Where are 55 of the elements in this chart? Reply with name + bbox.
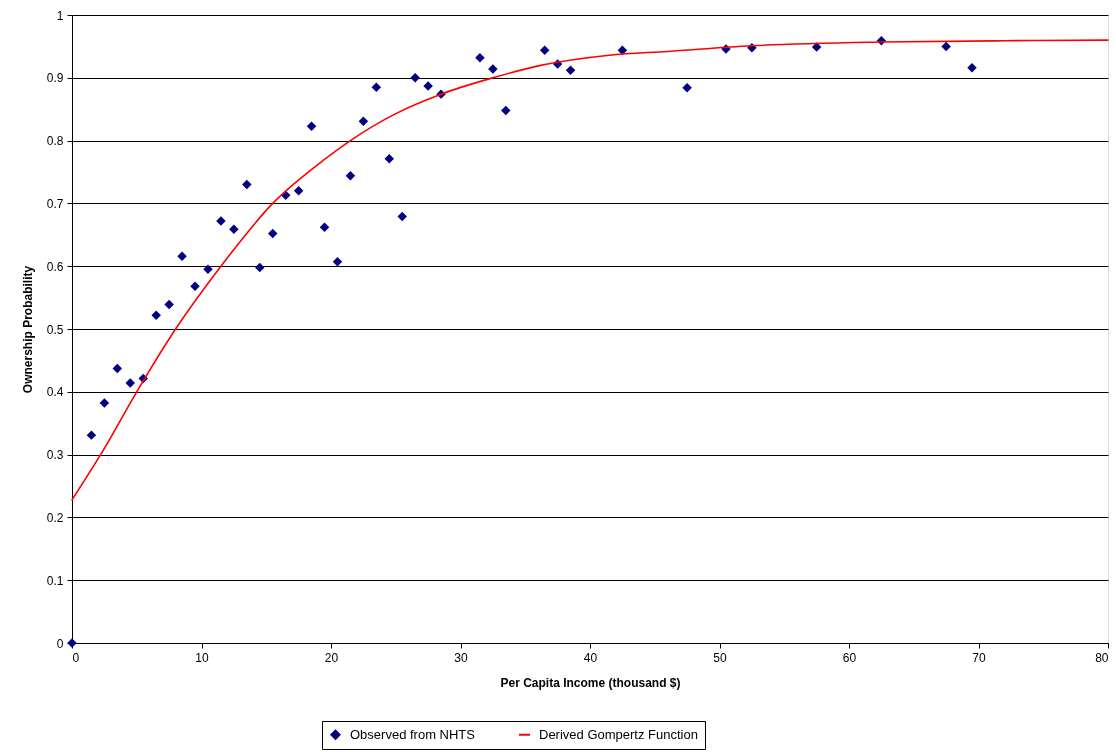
x-tick-label: 70 [972,650,986,665]
point [371,82,382,92]
y-tick-label: 0.4 [46,385,64,400]
point [565,65,576,76]
point [967,63,977,73]
y-axis-title: Ownership Probability [20,265,35,394]
x-tick-label: 10 [195,650,209,665]
y-tick-label: 0.6 [46,259,64,274]
point [306,121,317,131]
y-tick-label: 0.8 [46,134,64,149]
x-tick-label: 0 [72,650,80,665]
y-tick-label: 0.9 [46,71,64,86]
y-tick-label: 1 [56,8,64,23]
point [293,186,304,196]
point [164,299,174,310]
legend-label: Derived Gompertz Function [539,726,698,742]
point [99,398,110,408]
x-tick-label: 20 [324,650,339,665]
point [501,105,511,116]
point [255,262,265,273]
point [384,154,395,164]
x-tick-label: 30 [454,650,468,665]
point [319,222,330,233]
y-tick-label: 0.1 [46,573,64,588]
y-tick-label: 0 [56,636,64,651]
legend-label: Observed from NHTS [350,726,476,742]
point [682,83,692,93]
point [242,179,252,190]
point [151,310,161,320]
point [125,378,136,388]
y-tick-label: 0.2 [46,510,64,525]
x-tick-label: 50 [713,650,727,665]
y-tick-label: 0.7 [46,196,64,211]
x-tick-label: 60 [842,650,857,665]
point [267,228,278,239]
point [190,281,200,292]
point [410,73,420,83]
point [203,264,213,275]
point [112,363,123,374]
point [229,224,239,234]
y-tick-label: 0.5 [46,322,64,337]
point [941,41,951,52]
point [332,257,343,267]
point [345,171,356,181]
point [475,52,485,63]
point [539,45,550,55]
point [811,42,822,52]
y-tick-label: 0.3 [46,448,64,463]
point [86,430,97,440]
x-tick-label: 80 [1095,650,1109,665]
point [358,116,369,126]
point [617,45,628,55]
point [397,211,407,222]
x-axis-title: Per Capita Income (thousand $) [500,675,681,690]
x-tick-label: 40 [583,650,598,665]
